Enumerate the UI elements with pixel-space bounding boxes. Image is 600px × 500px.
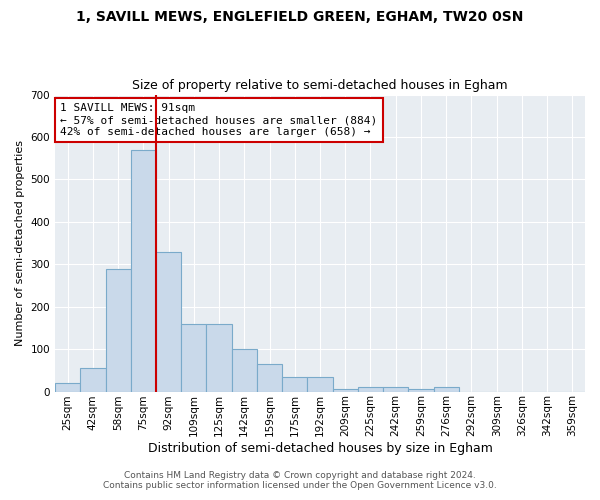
Bar (232, 349, 257, 392)
Bar (434, 388, 459, 392)
Bar (409, 390, 434, 392)
Bar (156, 252, 181, 392)
X-axis label: Distribution of semi-detached houses by size in Egham: Distribution of semi-detached houses by … (148, 442, 493, 455)
Bar (80, 368, 106, 392)
Bar (131, 150, 156, 392)
Text: 1, SAVILL MEWS, ENGLEFIELD GREEN, EGHAM, TW20 0SN: 1, SAVILL MEWS, ENGLEFIELD GREEN, EGHAM,… (76, 10, 524, 24)
Y-axis label: Number of semi-detached properties: Number of semi-detached properties (15, 140, 25, 346)
Bar (383, 388, 409, 392)
Bar (307, 376, 332, 392)
Bar (181, 324, 206, 392)
Bar (55, 383, 80, 392)
Bar (257, 364, 282, 392)
Text: Contains HM Land Registry data © Crown copyright and database right 2024.
Contai: Contains HM Land Registry data © Crown c… (103, 470, 497, 490)
Bar (106, 268, 131, 392)
Bar (358, 388, 383, 392)
Bar (332, 390, 358, 392)
Bar (206, 324, 232, 392)
Title: Size of property relative to semi-detached houses in Egham: Size of property relative to semi-detach… (132, 79, 508, 92)
Bar (282, 376, 307, 392)
Text: 1 SAVILL MEWS: 91sqm
← 57% of semi-detached houses are smaller (884)
42% of semi: 1 SAVILL MEWS: 91sqm ← 57% of semi-detac… (61, 104, 377, 136)
